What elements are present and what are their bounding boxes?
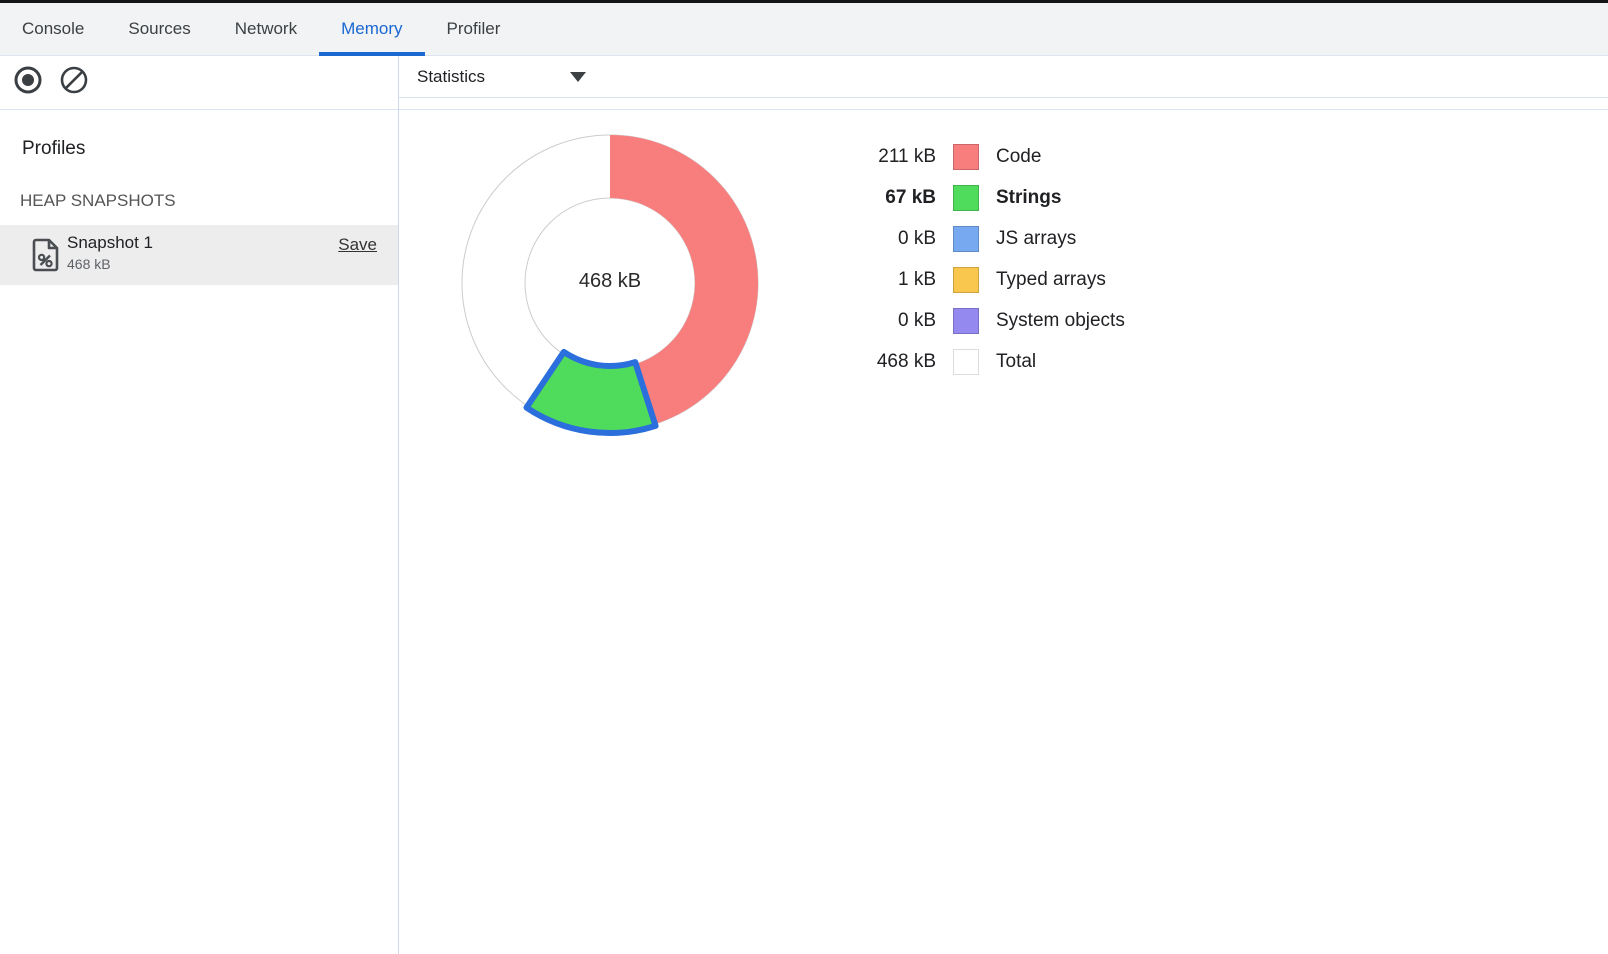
legend-value: 0 kB — [897, 309, 936, 331]
tab-profiler[interactable]: Profiler — [446, 19, 501, 38]
chevron-down-icon — [570, 71, 587, 82]
donut-slice-code[interactable] — [610, 135, 759, 424]
clear-icon — [60, 66, 88, 94]
profiles-heading: Profiles — [22, 138, 86, 159]
legend-label: JS arrays — [996, 227, 1077, 249]
legend-label: System objects — [996, 309, 1125, 331]
legend-label: Strings — [996, 186, 1062, 208]
memory-view-toolbar: Statistics — [398, 56, 1608, 98]
save-snapshot-link[interactable]: Save — [338, 235, 377, 254]
legend-value: 1 kB — [897, 268, 936, 290]
typed-arrays-color-swatch — [953, 266, 979, 293]
legend-row-code[interactable]: 211 kB Code — [810, 136, 1125, 177]
snapshot-list-item[interactable]: Snapshot 1 468 kB Save — [0, 225, 398, 285]
perspective-select-value: Statistics — [417, 66, 486, 86]
system-objects-color-swatch — [953, 307, 979, 334]
legend-label: Typed arrays — [996, 268, 1106, 290]
clear-profiles-button[interactable] — [58, 64, 90, 96]
donut-total-label: 468 kB — [578, 270, 642, 292]
tab-memory[interactable]: Memory — [319, 3, 425, 56]
legend-label: Code — [996, 145, 1042, 167]
heap-snapshot-file-icon — [32, 238, 59, 272]
heap-snapshots-section-heading: HEAP SNAPSHOTS — [20, 191, 176, 210]
legend-value: 0 kB — [897, 227, 936, 249]
legend-row-system-objects[interactable]: 0 kB System objects — [810, 300, 1125, 341]
active-tab-underline — [319, 52, 425, 56]
heap-statistics-donut-chart — [440, 110, 780, 455]
record-heap-snapshot-button[interactable] — [12, 64, 44, 96]
devtools-tabbar: Console Sources Network Memory Profiler — [0, 3, 1608, 56]
legend-row-strings[interactable]: 67 kB Strings — [810, 177, 1125, 218]
window-top-strip — [0, 0, 1608, 3]
tab-network[interactable]: Network — [234, 19, 298, 38]
legend-row-js-arrays[interactable]: 0 kB JS arrays — [810, 218, 1125, 259]
legend-value: 67 kB — [885, 186, 936, 208]
sidebar-main-divider[interactable] — [398, 56, 399, 954]
profiles-toolbar — [0, 56, 398, 109]
tab-sources[interactable]: Sources — [128, 19, 191, 38]
perspective-select[interactable]: Statistics — [417, 66, 587, 87]
donut-chart-svg — [461, 134, 759, 436]
total-color-swatch — [953, 348, 979, 375]
legend-row-total[interactable]: 468 kB Total — [810, 341, 1125, 382]
snapshot-size: 468 kB — [67, 256, 111, 272]
code-color-swatch — [953, 143, 979, 170]
legend-value: 211 kB — [878, 145, 936, 167]
toolbar-divider-line — [0, 109, 1608, 110]
js-arrays-color-swatch — [953, 225, 979, 252]
donut-slice-strings[interactable] — [523, 348, 659, 436]
strings-color-swatch — [953, 184, 979, 211]
tab-memory-label: Memory — [341, 19, 403, 38]
legend-row-typed-arrays[interactable]: 1 kB Typed arrays — [810, 259, 1125, 300]
legend-value: 468 kB — [876, 350, 936, 372]
chart-legend: 211 kB Code 67 kB Strings 0 kB JS arrays… — [810, 136, 1125, 382]
tab-console[interactable]: Console — [22, 19, 85, 38]
record-icon — [14, 66, 42, 94]
legend-label: Total — [996, 350, 1037, 372]
snapshot-name: Snapshot 1 — [67, 233, 154, 252]
